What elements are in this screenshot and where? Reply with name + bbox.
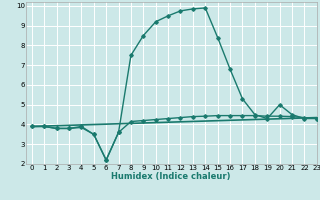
X-axis label: Humidex (Indice chaleur): Humidex (Indice chaleur) <box>111 172 231 181</box>
